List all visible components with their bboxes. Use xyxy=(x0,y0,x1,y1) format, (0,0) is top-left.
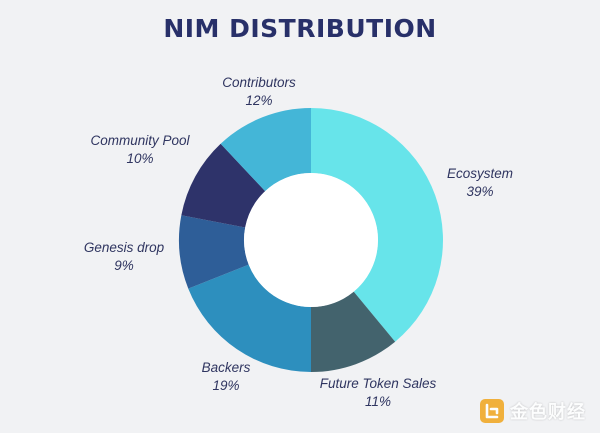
slice-label-percent: 11% xyxy=(365,394,391,409)
logo-mark-icon xyxy=(480,399,504,423)
slice-community-pool xyxy=(181,143,266,228)
donut-slices xyxy=(179,108,444,372)
slice-backers xyxy=(188,264,311,372)
slice-label-percent: 12% xyxy=(245,93,272,108)
slice-future-token-sales xyxy=(311,291,396,372)
slice-label-name: Backers xyxy=(202,360,251,375)
chart-title: NIM DISTRIBUTION xyxy=(163,14,437,43)
watermark: 金色财经 xyxy=(479,398,586,424)
slice-label-percent: 9% xyxy=(114,258,134,273)
slice-labels: Ecosystem 39% Future Token Sales 11% Backers… xyxy=(84,75,513,409)
slice-contributors xyxy=(220,108,311,192)
watermark-text: 金色财经 xyxy=(510,402,586,423)
slice-label-name: Contributors xyxy=(222,75,296,90)
slice-label-name: Future Token Sales xyxy=(320,376,437,391)
slice-label-name: Ecosystem xyxy=(447,166,513,181)
slice-label-percent: 10% xyxy=(126,151,153,166)
slice-label-percent: 39% xyxy=(466,184,493,199)
slice-genesis-drop xyxy=(179,215,249,289)
slice-label-name: Genesis drop xyxy=(84,240,165,255)
donut-hole xyxy=(244,173,378,307)
slice-ecosystem xyxy=(311,108,444,342)
slice-label-percent: 19% xyxy=(212,378,239,393)
slice-label-name: Community Pool xyxy=(90,133,190,148)
